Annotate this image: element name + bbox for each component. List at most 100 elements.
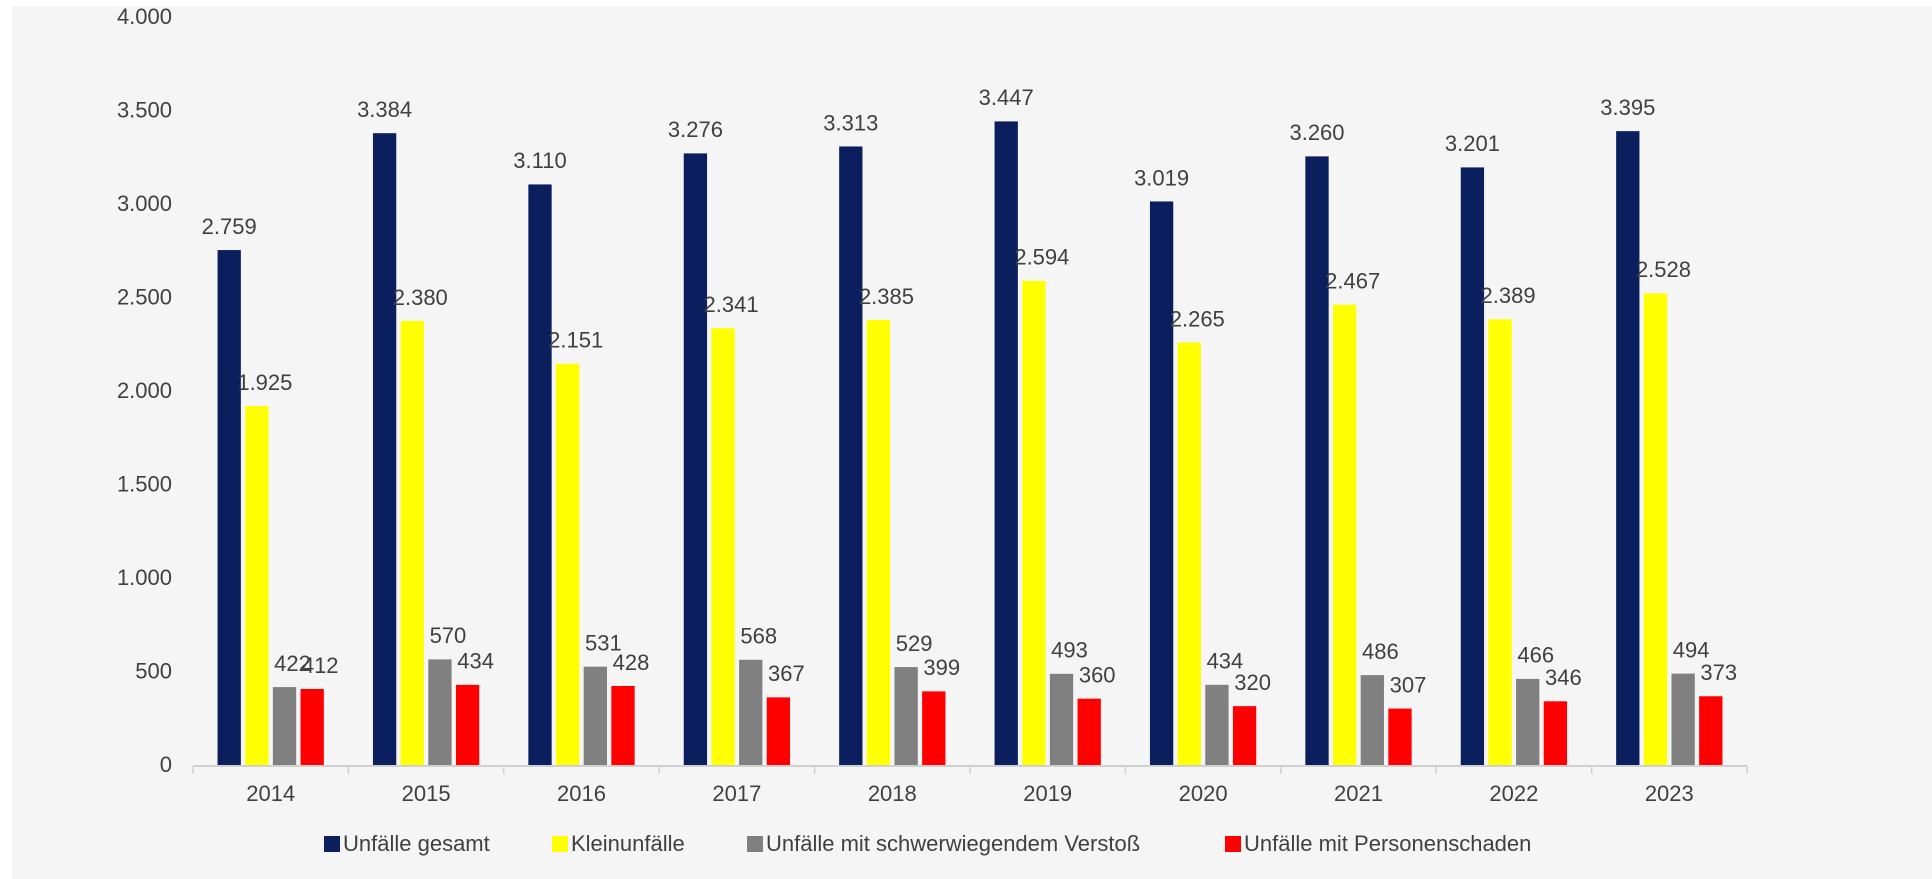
data-label: 3.110 xyxy=(513,148,566,173)
y-tick-label: 4.000 xyxy=(117,4,172,29)
legend-label: Kleinunfälle xyxy=(571,831,685,856)
bar xyxy=(1671,673,1695,766)
bar xyxy=(1543,701,1568,766)
bar xyxy=(1149,201,1174,766)
data-label: 2.594 xyxy=(1014,245,1069,270)
data-label: 529 xyxy=(896,631,933,656)
bar xyxy=(1616,131,1640,766)
bar xyxy=(894,667,918,766)
data-label: 2.380 xyxy=(393,285,448,310)
bar xyxy=(455,684,480,766)
data-label: 422 xyxy=(274,651,311,676)
data-label: 320 xyxy=(1234,670,1271,695)
x-tick-label: 2023 xyxy=(1645,781,1694,806)
bar xyxy=(1460,167,1485,767)
data-label: 3.313 xyxy=(823,110,878,135)
bar xyxy=(1177,342,1201,766)
data-label: 3.276 xyxy=(668,117,723,142)
legend-swatch xyxy=(1225,836,1241,852)
legend-swatch xyxy=(324,836,340,852)
bar xyxy=(1205,684,1229,766)
data-label: 2.151 xyxy=(548,328,603,353)
x-tick-label: 2022 xyxy=(1489,781,1538,806)
data-label: 3.019 xyxy=(1134,165,1189,190)
data-label: 570 xyxy=(430,623,467,648)
data-label: 3.384 xyxy=(357,97,412,122)
x-tick-label: 2014 xyxy=(246,781,295,806)
data-label: 428 xyxy=(613,650,650,675)
bar xyxy=(400,320,424,766)
bar xyxy=(739,659,763,766)
bar xyxy=(1333,304,1357,766)
data-label: 2.265 xyxy=(1170,306,1225,331)
legend-swatch xyxy=(747,836,763,852)
bar xyxy=(1388,708,1412,766)
y-tick-label: 2.500 xyxy=(117,284,172,309)
bar xyxy=(1516,678,1540,766)
bar xyxy=(556,363,580,766)
bar xyxy=(1360,675,1384,766)
data-label: 3.447 xyxy=(979,85,1034,110)
y-tick-label: 500 xyxy=(135,658,172,683)
bar xyxy=(1049,673,1074,766)
bar xyxy=(711,328,735,766)
bar xyxy=(1699,696,1723,766)
bar xyxy=(583,666,607,766)
bar xyxy=(272,687,297,766)
data-label: 2.341 xyxy=(704,292,759,317)
data-label: 307 xyxy=(1390,672,1427,697)
x-tick-label: 2016 xyxy=(557,781,606,806)
data-label: 434 xyxy=(457,649,494,674)
legend-swatch xyxy=(552,836,568,852)
bar xyxy=(1488,319,1512,766)
data-label: 568 xyxy=(740,624,777,649)
bar xyxy=(1305,156,1329,766)
bar xyxy=(922,691,946,766)
chart-background xyxy=(12,6,1932,879)
data-label: 2.467 xyxy=(1325,268,1380,293)
x-tick-label: 2020 xyxy=(1179,781,1228,806)
y-tick-label: 1.500 xyxy=(117,471,172,496)
bar xyxy=(683,153,708,766)
data-label: 2.385 xyxy=(859,284,914,309)
y-tick-label: 3.000 xyxy=(117,191,172,216)
bar xyxy=(1643,293,1668,766)
data-label: 1.925 xyxy=(237,370,292,395)
bar xyxy=(300,688,324,766)
data-label: 2.528 xyxy=(1636,257,1691,282)
data-label: 2.759 xyxy=(202,214,257,239)
data-label: 373 xyxy=(1700,660,1737,685)
bar xyxy=(866,320,891,766)
data-label: 360 xyxy=(1079,662,1116,687)
data-label: 434 xyxy=(1207,649,1244,674)
data-label: 3.201 xyxy=(1445,131,1500,156)
data-label: 466 xyxy=(1517,643,1554,668)
y-tick-label: 3.500 xyxy=(117,97,172,122)
bar xyxy=(528,184,552,766)
y-tick-label: 2.000 xyxy=(117,378,172,403)
x-tick-label: 2018 xyxy=(868,781,917,806)
data-label: 367 xyxy=(768,661,805,686)
y-tick-label: 0 xyxy=(160,752,172,777)
bar xyxy=(839,146,863,766)
bar xyxy=(1022,280,1046,766)
bar xyxy=(1232,706,1257,766)
data-label: 531 xyxy=(585,631,622,656)
x-tick-label: 2015 xyxy=(402,781,451,806)
legend-label: Unfälle mit schwerwiegendem Verstoß xyxy=(766,831,1140,856)
data-label: 2.389 xyxy=(1481,283,1536,308)
data-label: 493 xyxy=(1051,638,1088,663)
data-label: 399 xyxy=(923,655,960,680)
bar xyxy=(1077,698,1101,766)
legend-label: Unfälle mit Personenschaden xyxy=(1244,831,1531,856)
x-tick-label: 2019 xyxy=(1023,781,1072,806)
bar xyxy=(766,697,791,766)
bar xyxy=(611,685,635,766)
data-label: 486 xyxy=(1362,639,1399,664)
bar xyxy=(428,659,452,766)
data-label: 3.260 xyxy=(1289,120,1344,145)
bar xyxy=(994,121,1018,766)
data-label: 346 xyxy=(1545,665,1582,690)
